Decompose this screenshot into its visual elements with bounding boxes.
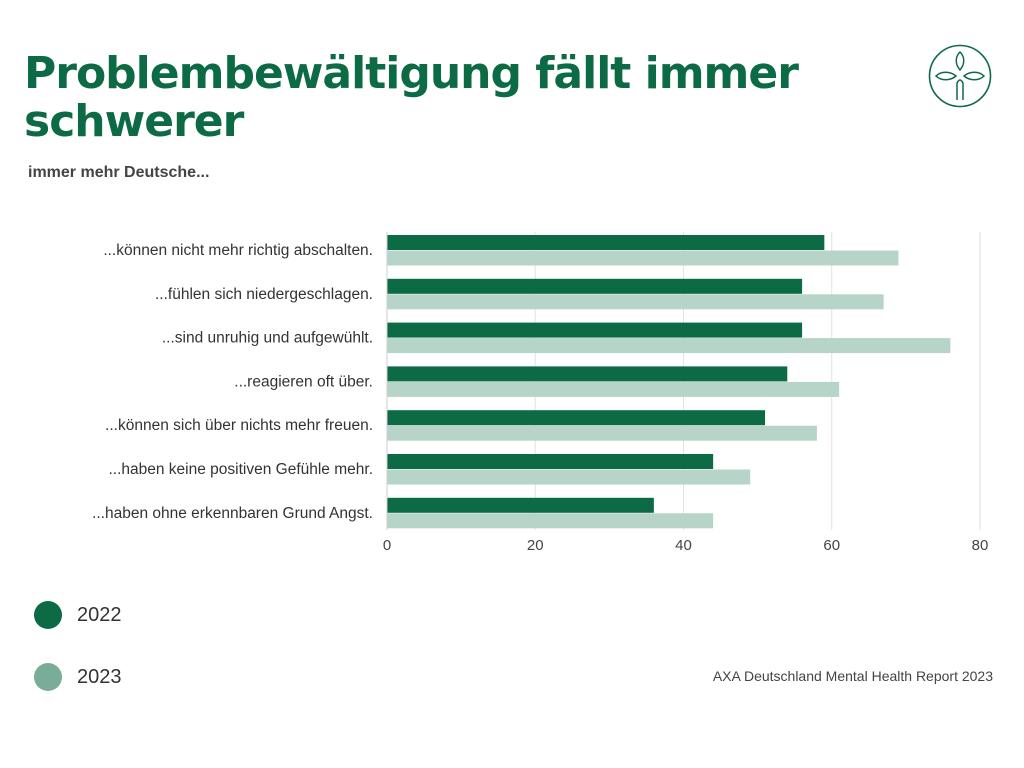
category-label-3: ...sind unruhig und aufgewühlt. xyxy=(162,330,373,347)
legend-label-2023: 2023 xyxy=(77,665,122,688)
x-tick-label-60: 60 xyxy=(823,537,840,554)
bar-2022-2 xyxy=(387,278,803,294)
legend-item-2023: 2023 xyxy=(34,663,122,691)
category-label-1: ...können nicht mehr richtig abschalten. xyxy=(103,242,373,259)
bar-2023-2 xyxy=(387,294,884,310)
bar-2023-4 xyxy=(387,381,840,397)
category-label-6: ...haben keine positiven Gefühle mehr. xyxy=(108,461,373,478)
bar-2023-6 xyxy=(387,469,751,485)
bar-2023-5 xyxy=(387,425,817,441)
bar-2022-5 xyxy=(387,410,766,426)
category-label-4: ...reagieren oft über. xyxy=(234,373,373,390)
bar-2022-6 xyxy=(387,454,714,469)
bar-2023-3 xyxy=(387,338,951,354)
bar-2023-1 xyxy=(387,250,899,266)
legend-swatch-2023 xyxy=(34,663,62,691)
bar-2022-4 xyxy=(387,366,788,382)
bar-2022-3 xyxy=(387,322,803,338)
x-tick-label-80: 80 xyxy=(972,537,989,554)
x-tick-label-40: 40 xyxy=(675,537,692,554)
category-label-5: ...können sich über nichts mehr freuen. xyxy=(105,417,373,434)
category-label-7: ...haben ohne erkennbaren Grund Angst. xyxy=(92,505,373,522)
page-title: Problembewältigung fällt immer schwerer xyxy=(24,48,799,147)
bar-2022-7 xyxy=(387,497,654,513)
source-note: AXA Deutschland Mental Health Report 202… xyxy=(712,668,993,684)
legend-item-2022: 2022 xyxy=(34,601,122,629)
x-tick-label-0: 0 xyxy=(383,537,391,554)
bar-chart: ...können nicht mehr richtig abschalten.… xyxy=(92,232,989,554)
category-label-2: ...fühlen sich niedergeschlagen. xyxy=(155,286,373,303)
x-tick-label-20: 20 xyxy=(527,537,544,554)
chart-subtitle: immer mehr Deutsche... xyxy=(28,164,210,181)
legend-swatch-2022 xyxy=(34,601,62,629)
leaf-emblem-icon xyxy=(928,44,992,108)
legend-label-2022: 2022 xyxy=(77,603,122,626)
bar-2023-7 xyxy=(387,513,714,529)
bar-2022-1 xyxy=(387,235,825,250)
